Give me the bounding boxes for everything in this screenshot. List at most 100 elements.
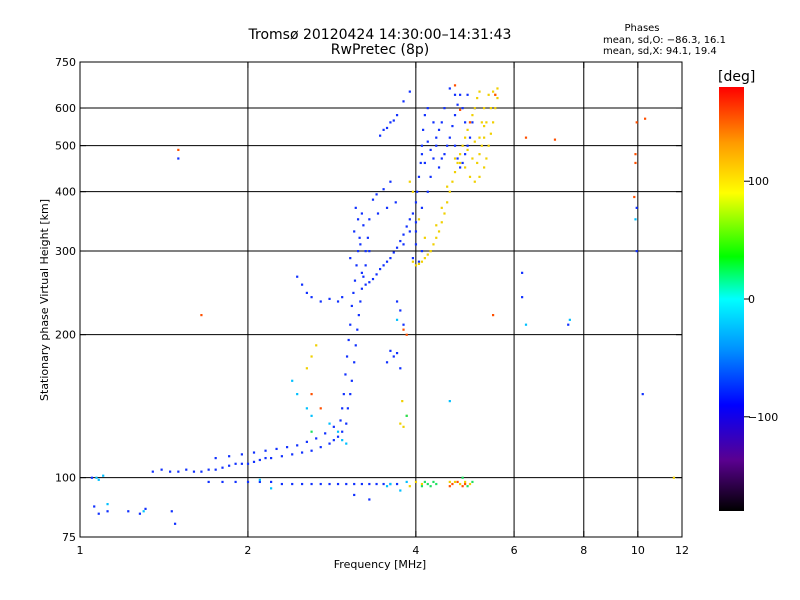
data-point	[280, 455, 283, 458]
data-point	[305, 367, 308, 370]
data-point	[346, 407, 349, 410]
data-point	[453, 114, 457, 117]
data-point	[385, 260, 389, 263]
data-point	[468, 136, 472, 139]
data-point	[296, 393, 299, 396]
data-point	[426, 140, 429, 143]
data-point	[392, 119, 395, 122]
data-point	[411, 212, 414, 215]
data-point	[353, 279, 357, 282]
data-point	[345, 442, 348, 445]
data-point	[90, 476, 94, 479]
data-point	[382, 188, 385, 191]
data-point	[328, 482, 331, 486]
data-point	[435, 224, 438, 227]
x-axis-ticks: 1 2 4 6 8 10 12	[77, 62, 689, 557]
data-point	[635, 206, 638, 209]
data-point	[635, 121, 638, 124]
data-point	[487, 144, 490, 147]
data-point	[411, 260, 414, 263]
data-point	[356, 250, 360, 253]
data-point	[349, 257, 352, 260]
data-point	[97, 512, 100, 515]
data-point	[336, 482, 340, 486]
data-point	[435, 236, 438, 239]
data-point	[408, 180, 411, 183]
data-point	[417, 175, 421, 178]
data-point	[634, 153, 637, 156]
data-point	[349, 393, 352, 396]
data-point	[291, 453, 294, 456]
y-tick-label: 300	[55, 245, 76, 258]
y-tick-label: 600	[55, 102, 76, 115]
x-tick-label: 6	[511, 544, 518, 557]
colorbar	[719, 87, 744, 511]
data-point	[350, 379, 353, 382]
colorbar-ticks: 100 0 −100	[744, 175, 778, 424]
data-point	[341, 439, 344, 442]
data-point	[643, 117, 647, 120]
data-point	[354, 206, 357, 209]
colorbar-unit: [deg]	[718, 69, 756, 85]
data-point	[459, 153, 462, 156]
data-point	[349, 323, 352, 326]
data-points	[90, 84, 675, 525]
data-point	[392, 251, 395, 254]
data-point	[177, 157, 180, 160]
data-point	[160, 468, 163, 471]
data-point	[414, 480, 418, 484]
data-point	[382, 482, 385, 486]
data-point	[360, 287, 363, 290]
data-point	[553, 138, 557, 141]
data-point	[568, 318, 571, 321]
data-point	[464, 480, 467, 484]
data-point	[402, 243, 405, 246]
data-point	[354, 344, 357, 347]
data-point	[448, 400, 451, 403]
data-point	[420, 482, 424, 486]
data-point	[446, 185, 449, 188]
data-point	[345, 422, 348, 425]
data-point	[246, 480, 250, 484]
data-point	[389, 121, 392, 124]
data-point	[345, 482, 348, 486]
data-point	[440, 157, 443, 160]
y-tick-label: 200	[55, 329, 76, 342]
data-point	[456, 161, 459, 165]
data-point	[240, 462, 243, 465]
data-point	[347, 338, 350, 342]
data-point	[476, 96, 479, 100]
data-point	[252, 460, 256, 463]
data-point	[234, 480, 237, 484]
y-axis-ticks: 75 100 200 300 400 500 600 750	[55, 56, 682, 544]
data-point	[151, 470, 154, 473]
data-point	[170, 510, 173, 513]
data-point	[496, 96, 499, 100]
data-point	[487, 93, 490, 96]
data-point	[395, 114, 399, 117]
data-point	[408, 230, 411, 233]
x-tick-label: 10	[631, 544, 645, 557]
data-point	[451, 180, 454, 183]
data-point	[471, 480, 474, 484]
data-point	[417, 218, 421, 221]
data-point	[368, 250, 371, 253]
data-point	[480, 144, 483, 147]
data-point	[173, 522, 177, 525]
data-point	[379, 134, 382, 137]
data-point	[491, 90, 495, 93]
data-point	[437, 128, 441, 131]
data-point	[97, 478, 100, 481]
data-point	[379, 267, 382, 271]
data-point	[127, 510, 130, 513]
data-point	[567, 323, 570, 326]
data-point	[471, 157, 474, 160]
data-point	[426, 107, 429, 110]
data-point	[443, 212, 446, 215]
data-point	[399, 309, 402, 312]
data-point	[473, 140, 476, 143]
data-point	[440, 221, 443, 224]
data-point	[453, 171, 457, 174]
data-point	[429, 485, 432, 488]
x-tick-label: 12	[675, 544, 689, 557]
